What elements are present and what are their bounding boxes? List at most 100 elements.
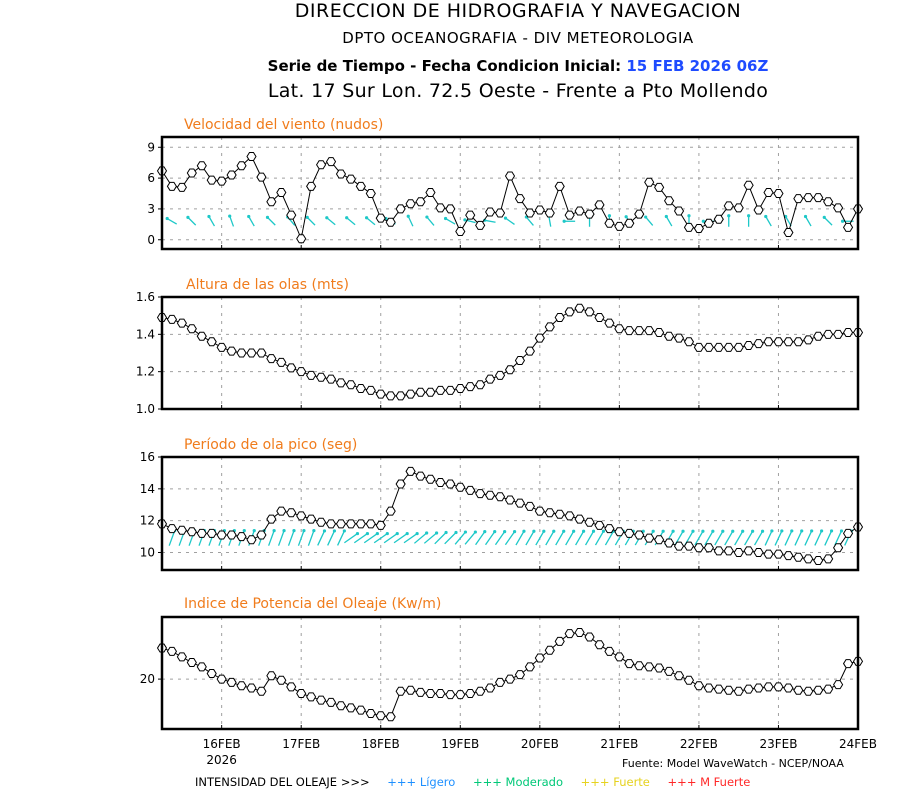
data-point xyxy=(713,546,724,556)
direction-arrow-head xyxy=(790,529,794,533)
data-point xyxy=(713,684,724,694)
y-tick-label: 14 xyxy=(140,482,155,496)
data-point xyxy=(435,477,446,487)
direction-arrow xyxy=(307,530,315,546)
data-point xyxy=(753,339,764,349)
data-point xyxy=(286,508,297,518)
data-point xyxy=(534,506,545,516)
data-point xyxy=(415,387,426,397)
data-point xyxy=(286,363,297,373)
data-point xyxy=(823,197,834,207)
data-point xyxy=(286,682,297,692)
direction-arrow-head xyxy=(601,529,606,533)
direction-arrow xyxy=(505,217,515,225)
direction-arrow-head xyxy=(522,529,526,533)
data-point xyxy=(315,160,327,170)
data-point xyxy=(803,554,814,564)
data-point xyxy=(773,682,784,692)
init-date: 15 FEB 2026 06Z xyxy=(626,57,769,75)
data-point xyxy=(743,180,754,190)
data-point xyxy=(654,663,665,673)
data-point xyxy=(584,632,595,642)
data-point xyxy=(703,683,714,693)
data-point xyxy=(713,214,724,224)
direction-arrow xyxy=(525,216,534,226)
direction-arrow xyxy=(785,216,792,227)
data-point xyxy=(196,662,207,672)
data-point xyxy=(485,374,496,384)
data-point xyxy=(673,333,685,343)
panel-title: Altura de las olas (mts) xyxy=(186,277,349,293)
data-point xyxy=(604,218,615,228)
data-point xyxy=(703,543,714,553)
data-point xyxy=(355,705,366,715)
data-point xyxy=(793,552,804,562)
direction-arrow-head xyxy=(228,214,232,218)
data-point xyxy=(445,690,456,700)
direction-arrow-head xyxy=(840,219,845,223)
x-tick-label: 18FEB xyxy=(362,737,400,751)
direction-arrow xyxy=(724,530,734,546)
y-tick-label: 16 xyxy=(140,450,155,464)
direction-arrow-head xyxy=(820,529,824,533)
series-line xyxy=(161,307,858,397)
data-point xyxy=(663,331,675,341)
data-point xyxy=(494,370,506,380)
direction-arrow-head xyxy=(711,529,715,533)
direction-arrow xyxy=(426,216,435,226)
data-point xyxy=(236,681,247,691)
data-point xyxy=(206,175,217,185)
legend-fuerte: +++ Fuerte xyxy=(580,775,650,789)
data-point xyxy=(773,549,784,559)
data-point xyxy=(475,489,486,499)
data-point xyxy=(733,686,744,696)
data-point xyxy=(246,535,257,545)
data-point xyxy=(306,692,317,702)
direction-arrow-head xyxy=(687,214,691,218)
direction-arrow xyxy=(363,533,378,544)
data-point xyxy=(276,357,287,367)
data-point xyxy=(514,498,526,508)
direction-arrow-head xyxy=(463,530,468,534)
data-point xyxy=(803,686,814,696)
data-point xyxy=(415,687,426,697)
data-point xyxy=(435,385,446,395)
data-point xyxy=(663,538,675,548)
data-point xyxy=(375,711,386,721)
data-point xyxy=(256,172,267,182)
direction-arrow-head xyxy=(473,530,477,534)
data-point xyxy=(504,365,516,375)
data-point xyxy=(564,511,575,521)
direction-arrow-head xyxy=(803,214,808,219)
data-point xyxy=(176,525,187,535)
data-point xyxy=(246,152,257,162)
data-point xyxy=(325,519,337,529)
data-point xyxy=(534,653,545,663)
direction-arrow-head xyxy=(727,214,731,218)
data-point xyxy=(693,681,705,691)
data-point xyxy=(693,342,705,352)
data-point xyxy=(524,662,535,672)
data-point xyxy=(355,383,366,393)
direction-arrow-head xyxy=(332,529,337,533)
direction-arrow-head xyxy=(302,529,306,533)
direction-arrow xyxy=(407,215,414,227)
direction-arrow xyxy=(714,530,724,546)
data-point xyxy=(395,479,406,489)
data-point xyxy=(663,666,675,676)
data-point xyxy=(365,189,376,199)
data-point xyxy=(594,520,605,530)
data-point xyxy=(624,218,635,228)
data-point xyxy=(465,485,476,495)
data-point xyxy=(226,170,237,180)
data-point xyxy=(654,535,665,545)
data-point xyxy=(783,683,794,693)
data-point xyxy=(813,331,824,341)
direction-arrow xyxy=(393,533,408,544)
direction-arrow xyxy=(584,530,595,546)
data-source: Fuente: Model WaveWatch - NCEP/NOAA xyxy=(622,757,844,770)
data-point xyxy=(375,520,386,530)
data-point xyxy=(594,200,605,210)
intensity-legend: INTENSIDAD DEL OLEAJE >>> +++ Lígero +++… xyxy=(195,775,764,789)
